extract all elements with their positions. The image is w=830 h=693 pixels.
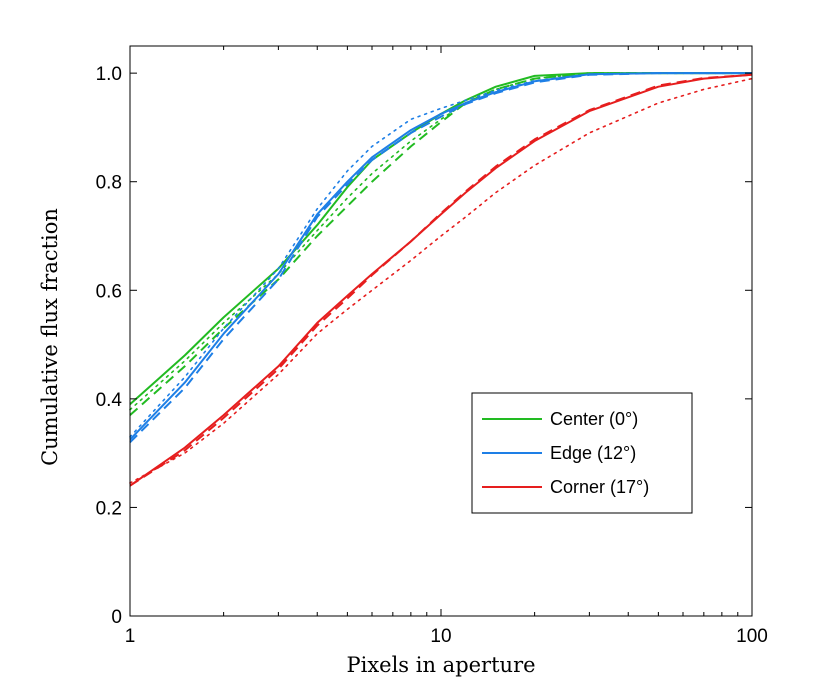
legend-entries: Center (0°) Edge (12°) Corner (17°) <box>482 409 649 497</box>
y-axis-title: Cumulative flux fraction <box>38 208 62 466</box>
legend-label-2: Corner (17°) <box>550 477 649 497</box>
x-axis-title: Pixels in aperture <box>346 653 535 677</box>
y-tick-label: 1.0 <box>96 64 122 85</box>
legend-label-0: Center (0°) <box>550 409 638 429</box>
x-tick-label: 100 <box>736 626 768 647</box>
y-tick-label: 0 <box>111 607 122 628</box>
series-line-5 <box>129 72 753 438</box>
x-tick-label: 1 <box>125 626 136 647</box>
legend: Center (0°) Edge (12°) Corner (17°) <box>471 392 693 514</box>
legend-label-1: Edge (12°) <box>550 443 636 463</box>
x-tick-label: 10 <box>430 626 451 647</box>
y-tick-label: 0.2 <box>96 498 122 519</box>
series-layer <box>129 72 753 487</box>
series-line-8 <box>129 77 753 484</box>
y-tick-label: 0.8 <box>96 173 122 194</box>
ticks-layer: 1 10 100 0 0.2 0.4 0.6 0.8 1.0 <box>96 46 768 647</box>
series-line-7 <box>129 73 753 487</box>
y-tick-label: 0.4 <box>96 390 123 411</box>
y-tick-label: 0.6 <box>96 281 122 302</box>
